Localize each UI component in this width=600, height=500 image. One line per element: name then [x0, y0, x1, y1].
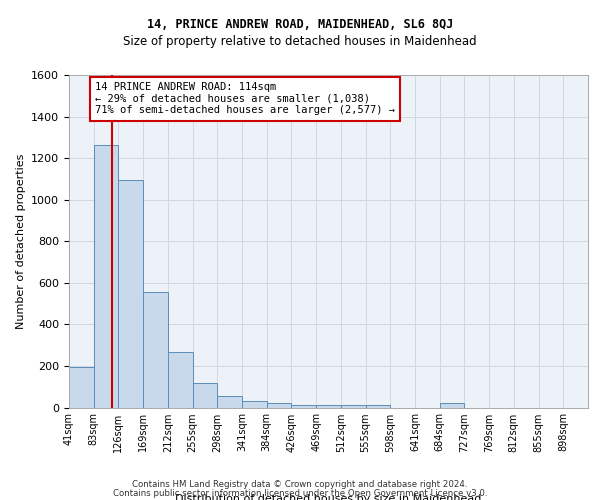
Bar: [94, 144, 118, 408]
Bar: [242, 401, 267, 407]
Text: Contains HM Land Registry data © Crown copyright and database right 2024.: Contains HM Land Registry data © Crown c…: [132, 480, 468, 489]
Bar: [440, 404, 464, 407]
Bar: [143, 292, 168, 408]
Text: Contains public sector information licensed under the Open Government Licence v3: Contains public sector information licen…: [113, 488, 487, 498]
Bar: [118, 180, 143, 408]
Bar: [217, 396, 242, 407]
Bar: [292, 406, 316, 407]
Text: 14 PRINCE ANDREW ROAD: 114sqm
← 29% of detached houses are smaller (1,038)
71% o: 14 PRINCE ANDREW ROAD: 114sqm ← 29% of d…: [95, 82, 395, 116]
Bar: [267, 403, 292, 407]
Bar: [365, 406, 390, 407]
Bar: [341, 406, 365, 407]
Y-axis label: Number of detached properties: Number of detached properties: [16, 154, 26, 329]
Text: Size of property relative to detached houses in Maidenhead: Size of property relative to detached ho…: [123, 35, 477, 48]
Bar: [316, 406, 341, 407]
Text: 14, PRINCE ANDREW ROAD, MAIDENHEAD, SL6 8QJ: 14, PRINCE ANDREW ROAD, MAIDENHEAD, SL6 …: [147, 18, 453, 30]
Bar: [168, 352, 193, 408]
Bar: [193, 383, 217, 407]
Bar: [69, 366, 94, 408]
X-axis label: Distribution of detached houses by size in Maidenhead: Distribution of detached houses by size …: [175, 494, 482, 500]
